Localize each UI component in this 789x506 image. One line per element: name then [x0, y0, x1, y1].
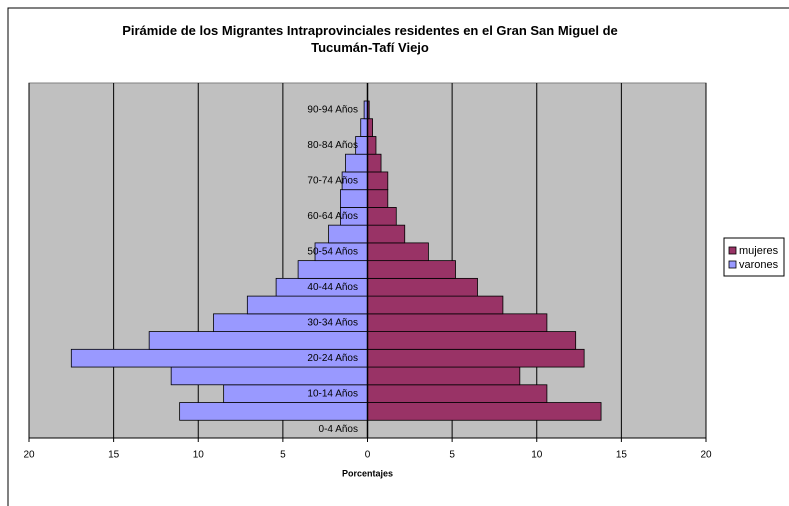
bar	[367, 153, 382, 173]
y-tick-label: 20-24 Años	[307, 353, 358, 364]
x-axis-label: Porcentajes	[342, 468, 393, 478]
y-tick-label: 80-84 Años	[307, 140, 358, 151]
bar	[367, 260, 456, 279]
bar	[179, 402, 368, 421]
x-tick-label: 15	[108, 450, 120, 461]
y-tick-label: 50-54 Años	[307, 246, 358, 257]
chart-border	[7, 7, 789, 506]
x-tick-label: 10	[531, 450, 543, 461]
x-tick-label: 20	[23, 450, 35, 461]
legend-label: varones	[739, 259, 779, 271]
y-tick-label: 30-34 Años	[307, 317, 358, 328]
y-tick-label: 0-4 Años	[319, 424, 358, 435]
chart-title: Pirámide de los Migrantes Intraprovincia…	[122, 23, 618, 55]
bar	[367, 402, 602, 421]
legend-swatch	[728, 260, 737, 269]
x-tick-label: 10	[193, 450, 205, 461]
bar	[367, 313, 548, 332]
y-tick-label: 70-74 Años	[307, 175, 358, 186]
bar	[367, 224, 406, 244]
bar	[246, 295, 368, 315]
bar	[148, 331, 368, 350]
legend-swatch	[728, 246, 737, 255]
legend-box	[723, 237, 785, 277]
x-tick-label: 5	[280, 450, 286, 461]
bar	[360, 118, 368, 137]
bar	[367, 348, 585, 368]
bar	[328, 224, 368, 244]
bar	[367, 295, 504, 315]
legend-label: mujeres	[739, 245, 779, 257]
bar	[367, 277, 478, 297]
y-tick-label: 60-64 Años	[307, 211, 358, 222]
bar	[367, 118, 373, 137]
x-tick-label: 5	[449, 450, 455, 461]
bar	[367, 189, 389, 208]
bar	[297, 260, 368, 279]
bar	[345, 153, 368, 173]
bar	[367, 384, 548, 403]
bar	[367, 171, 389, 191]
y-tick-label: 40-44 Años	[307, 282, 358, 293]
y-tick-label: 10-14 Años	[307, 388, 358, 399]
bar	[367, 331, 577, 350]
x-tick-label: 20	[700, 450, 712, 461]
y-tick-label: 90-94 Años	[307, 105, 358, 116]
bar	[170, 366, 368, 386]
bar	[367, 136, 377, 155]
x-tick-label: 0	[365, 450, 371, 461]
bar	[367, 242, 429, 262]
bar	[340, 189, 368, 208]
bar	[367, 366, 521, 386]
bar	[367, 207, 397, 226]
x-tick-label: 15	[616, 450, 628, 461]
